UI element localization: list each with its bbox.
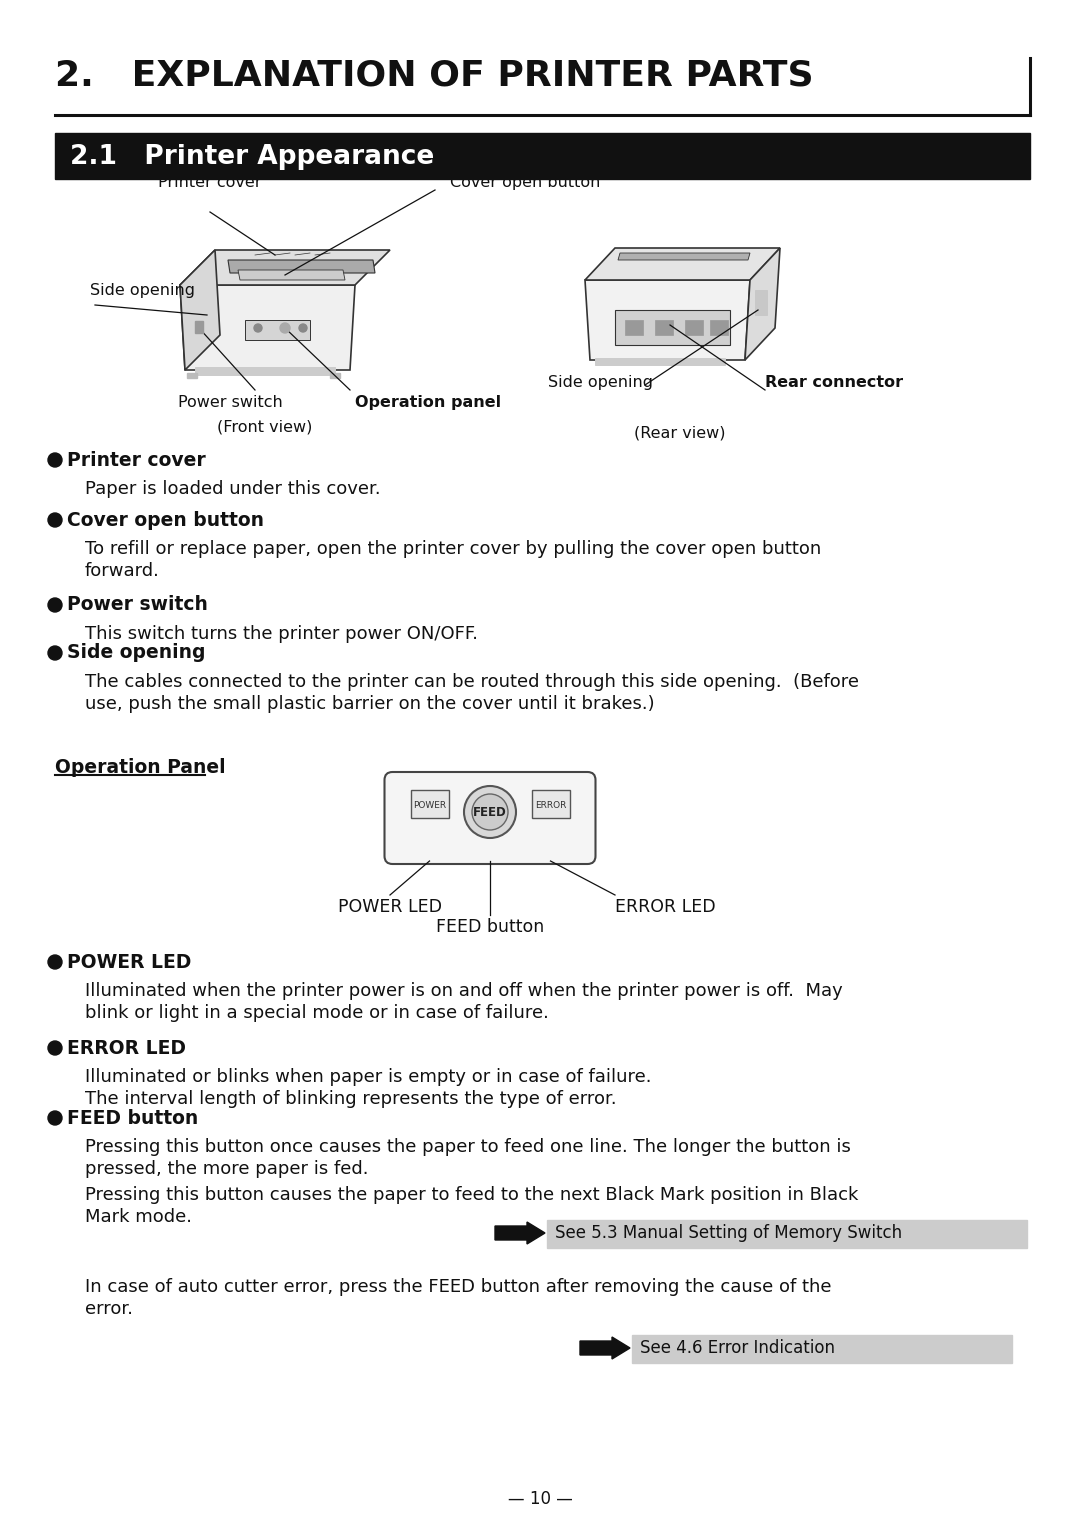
Text: Power switch: Power switch — [67, 595, 207, 615]
Text: Illuminated or blinks when paper is empty or in case of failure.: Illuminated or blinks when paper is empt… — [85, 1067, 651, 1086]
Text: Paper is loaded under this cover.: Paper is loaded under this cover. — [85, 480, 380, 498]
Text: error.: error. — [85, 1300, 133, 1318]
Text: — 10 —: — 10 — — [508, 1489, 572, 1508]
Text: Printer cover: Printer cover — [67, 451, 206, 469]
Polygon shape — [180, 251, 220, 370]
Text: FEED: FEED — [473, 806, 507, 818]
Polygon shape — [615, 310, 730, 346]
Circle shape — [254, 324, 262, 332]
Text: Cover open button: Cover open button — [67, 511, 264, 529]
Circle shape — [48, 645, 62, 661]
Bar — [531, 790, 569, 818]
Bar — [187, 373, 197, 378]
Text: POWER LED: POWER LED — [338, 898, 442, 916]
Text: Pressing this button causes the paper to feed to the next Black Mark position in: Pressing this button causes the paper to… — [85, 1187, 859, 1203]
Circle shape — [48, 1041, 62, 1055]
Polygon shape — [585, 280, 750, 359]
Circle shape — [48, 453, 62, 466]
Text: ERROR: ERROR — [535, 801, 566, 810]
Text: FEED button: FEED button — [436, 917, 544, 936]
Text: In case of auto cutter error, press the FEED button after removing the cause of : In case of auto cutter error, press the … — [85, 1278, 832, 1297]
Text: POWER: POWER — [413, 801, 446, 810]
Bar — [632, 1335, 1012, 1362]
Text: To refill or replace paper, open the printer cover by pulling the cover open but: To refill or replace paper, open the pri… — [85, 540, 821, 558]
Text: (Front view): (Front view) — [217, 420, 313, 434]
Text: use, push the small plastic barrier on the cover until it brakes.): use, push the small plastic barrier on t… — [85, 696, 654, 713]
Bar — [755, 291, 767, 315]
Polygon shape — [585, 248, 780, 280]
FancyArrow shape — [495, 1222, 545, 1245]
Circle shape — [280, 323, 291, 333]
Text: Power switch: Power switch — [177, 394, 282, 410]
Text: Pressing this button once causes the paper to feed one line. The longer the butt: Pressing this button once causes the pap… — [85, 1138, 851, 1156]
Text: ERROR LED: ERROR LED — [67, 1038, 186, 1058]
Polygon shape — [180, 251, 390, 284]
Text: POWER LED: POWER LED — [67, 953, 191, 971]
Text: 2.1   Printer Appearance: 2.1 Printer Appearance — [70, 144, 434, 170]
Polygon shape — [245, 320, 310, 339]
Circle shape — [299, 324, 307, 332]
Circle shape — [48, 1112, 62, 1125]
Text: The cables connected to the printer can be routed through this side opening.  (B: The cables connected to the printer can … — [85, 673, 859, 691]
Bar — [195, 321, 203, 333]
Circle shape — [48, 514, 62, 528]
Circle shape — [48, 598, 62, 612]
Text: Mark mode.: Mark mode. — [85, 1208, 192, 1226]
Bar — [595, 358, 725, 365]
Text: See 4.6 Error Indication: See 4.6 Error Indication — [640, 1339, 835, 1358]
Bar — [685, 320, 703, 335]
Bar — [330, 373, 340, 378]
Bar — [195, 367, 335, 375]
FancyArrow shape — [580, 1336, 630, 1359]
Circle shape — [472, 794, 508, 830]
Bar — [546, 1220, 1027, 1248]
Text: Side opening: Side opening — [548, 375, 652, 390]
Polygon shape — [180, 284, 355, 370]
Text: blink or light in a special mode or in case of failure.: blink or light in a special mode or in c… — [85, 1005, 549, 1021]
Text: This switch turns the printer power ON/OFF.: This switch turns the printer power ON/O… — [85, 625, 478, 644]
Text: ERROR LED: ERROR LED — [615, 898, 716, 916]
Text: Printer cover: Printer cover — [159, 174, 261, 190]
Text: Side opening: Side opening — [90, 283, 195, 298]
Polygon shape — [618, 252, 750, 260]
Text: Rear connector: Rear connector — [765, 375, 903, 390]
Text: FEED button: FEED button — [67, 1109, 199, 1127]
Text: pressed, the more paper is fed.: pressed, the more paper is fed. — [85, 1161, 368, 1177]
Text: forward.: forward. — [85, 563, 160, 579]
Circle shape — [48, 956, 62, 969]
Text: Side opening: Side opening — [67, 644, 205, 662]
Text: (Rear view): (Rear view) — [634, 425, 726, 440]
Text: Operation panel: Operation panel — [355, 394, 501, 410]
Polygon shape — [228, 260, 375, 274]
Text: The interval length of blinking represents the type of error.: The interval length of blinking represen… — [85, 1090, 617, 1109]
Text: Illuminated when the printer power is on and off when the printer power is off. : Illuminated when the printer power is on… — [85, 982, 842, 1000]
Bar — [625, 320, 643, 335]
Text: Operation Panel: Operation Panel — [55, 758, 226, 777]
Bar — [654, 320, 673, 335]
Circle shape — [464, 786, 516, 838]
Text: See 5.3 Manual Setting of Memory Switch: See 5.3 Manual Setting of Memory Switch — [555, 1225, 902, 1242]
Text: Cover open button: Cover open button — [450, 174, 600, 190]
Polygon shape — [745, 248, 780, 359]
Bar — [55, 133, 1030, 179]
Bar — [710, 320, 728, 335]
FancyBboxPatch shape — [384, 772, 595, 864]
Polygon shape — [238, 271, 345, 280]
Bar — [410, 790, 448, 818]
Text: 2.   EXPLANATION OF PRINTER PARTS: 2. EXPLANATION OF PRINTER PARTS — [55, 58, 813, 92]
